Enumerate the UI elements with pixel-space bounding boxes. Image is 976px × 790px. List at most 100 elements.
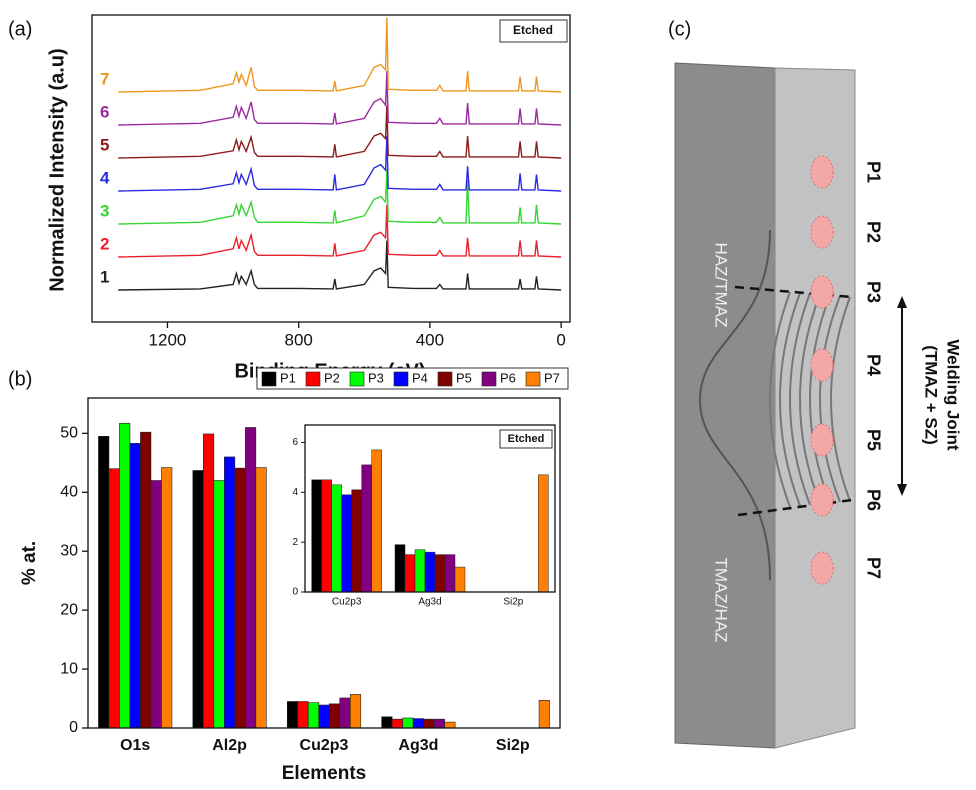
inset-y-tick-label: 6 bbox=[292, 437, 298, 448]
measure-spot bbox=[810, 551, 834, 585]
legend-swatch bbox=[481, 371, 497, 387]
x-tick-label: 1200 bbox=[149, 330, 187, 349]
measure-spot bbox=[810, 483, 834, 517]
legend-swatch bbox=[349, 371, 365, 387]
spectrum-line bbox=[118, 105, 562, 159]
boundary-line bbox=[737, 498, 853, 517]
inset-bar bbox=[311, 479, 322, 593]
series-label: 7 bbox=[100, 69, 109, 88]
series-label: 2 bbox=[100, 234, 109, 253]
x-tick-label: 0 bbox=[556, 330, 565, 349]
y-tick-label: 50 bbox=[60, 425, 78, 442]
bar bbox=[140, 431, 152, 729]
bar bbox=[423, 718, 435, 729]
inset-bar bbox=[434, 554, 446, 593]
spectrum-line bbox=[118, 204, 562, 258]
bar bbox=[234, 467, 246, 729]
spectrum-line bbox=[118, 168, 562, 225]
bar bbox=[192, 470, 204, 729]
position-label: P4 bbox=[863, 354, 883, 376]
bar bbox=[98, 436, 110, 729]
x-axis-label: Elements bbox=[282, 763, 366, 784]
x-tick-label: Al2p bbox=[212, 737, 247, 754]
plot-frame bbox=[87, 397, 561, 729]
bar bbox=[412, 718, 424, 729]
y-tick-label: 0 bbox=[69, 719, 78, 736]
legend-label: P3 bbox=[368, 370, 384, 385]
x-tick-label: Si2p bbox=[496, 737, 530, 754]
joint-sublabel: (TMAZ + SZ) bbox=[922, 345, 941, 445]
inset-y-tick-label: 4 bbox=[292, 487, 298, 498]
series-label: 6 bbox=[100, 102, 109, 121]
bar bbox=[255, 467, 267, 729]
legend-swatch bbox=[393, 371, 409, 387]
position-label: P1 bbox=[863, 161, 883, 183]
y-axis-label: % at. bbox=[19, 541, 40, 585]
bar bbox=[444, 721, 456, 729]
x-tick-label: O1s bbox=[120, 737, 150, 754]
annotation: Etched bbox=[508, 433, 545, 445]
inset-x-tick-label: Si2p bbox=[503, 597, 523, 608]
legend-label: P7 bbox=[544, 370, 560, 385]
series-label: 4 bbox=[100, 168, 110, 187]
bar bbox=[119, 423, 131, 729]
zone-label: TMAZ/HAZ bbox=[712, 558, 731, 643]
y-tick-label: 30 bbox=[60, 542, 78, 559]
legend-swatch bbox=[437, 371, 453, 387]
position-label: P2 bbox=[863, 221, 883, 243]
bar bbox=[349, 694, 362, 729]
inset-y-tick-label: 0 bbox=[292, 587, 298, 598]
x-tick-label: 400 bbox=[416, 330, 444, 349]
annotation-box bbox=[499, 19, 568, 43]
measure-spot bbox=[810, 275, 834, 309]
measure-spot bbox=[810, 215, 834, 249]
inset-x-tick-label: Ag3d bbox=[418, 597, 441, 608]
bar bbox=[391, 718, 403, 729]
inset-bar bbox=[321, 479, 332, 593]
weld-diagram: (c) HAZ/TMAZ TMAZ/HAZ Welding Joint (TMA… bbox=[668, 18, 963, 749]
legend-label: P5 bbox=[456, 370, 472, 385]
inset-bar bbox=[454, 566, 466, 593]
inset-bar bbox=[404, 554, 416, 593]
bar bbox=[245, 427, 257, 729]
measure-spot bbox=[810, 423, 834, 457]
legend-swatch bbox=[305, 371, 321, 387]
inset-bar bbox=[371, 449, 382, 593]
bar bbox=[402, 717, 414, 729]
bar bbox=[108, 468, 120, 729]
inset-bar bbox=[331, 484, 342, 593]
side-face bbox=[774, 67, 856, 749]
bar bbox=[381, 716, 393, 729]
inset-bar bbox=[361, 464, 372, 593]
position-label: P6 bbox=[863, 489, 883, 511]
bar bbox=[224, 456, 236, 729]
series-label: 5 bbox=[100, 135, 109, 154]
spectrum-line bbox=[118, 240, 562, 291]
panel-label: (b) bbox=[8, 368, 32, 390]
profile-curve bbox=[698, 229, 771, 581]
zone-label: HAZ/TMAZ bbox=[712, 243, 731, 328]
bar bbox=[433, 718, 445, 729]
y-tick-label: 40 bbox=[60, 484, 78, 501]
bar bbox=[150, 480, 162, 729]
series-label: 1 bbox=[100, 267, 109, 286]
inset-bar bbox=[424, 551, 436, 593]
measure-spot bbox=[810, 348, 834, 382]
bar bbox=[538, 700, 550, 729]
series-label: 3 bbox=[100, 201, 109, 220]
inset-bar bbox=[351, 489, 362, 593]
y-tick-label: 20 bbox=[60, 601, 78, 618]
legend-label: P6 bbox=[500, 370, 516, 385]
panel-label: (a) bbox=[8, 18, 32, 40]
spectrum-line bbox=[118, 71, 562, 126]
flow-lines bbox=[769, 291, 851, 508]
panel-label: (c) bbox=[668, 18, 691, 40]
bar bbox=[297, 701, 309, 729]
inset-x-tick-label: Cu2p3 bbox=[332, 597, 362, 608]
spectrum-line bbox=[118, 135, 562, 192]
y-axis-label: Normalized Intensity (a.u) bbox=[46, 48, 68, 291]
inset-bar bbox=[414, 549, 426, 593]
spectrum-line bbox=[118, 17, 562, 93]
x-tick-label: Cu2p3 bbox=[300, 737, 349, 754]
